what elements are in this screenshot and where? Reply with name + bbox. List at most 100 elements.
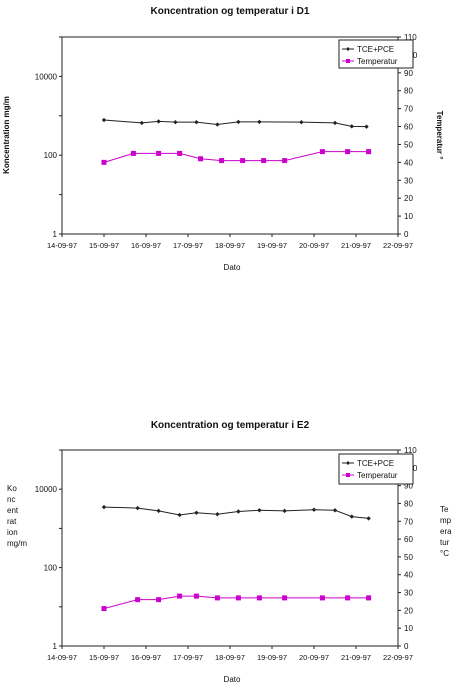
legend-entry: TCE+PCE (357, 45, 394, 54)
data-point (139, 120, 144, 126)
x-tick-label: 17-09-97 (173, 653, 203, 662)
data-point (257, 119, 262, 125)
data-point (101, 159, 107, 165)
data-point (156, 150, 162, 156)
series-tce-pce (101, 117, 369, 129)
data-point (156, 508, 161, 514)
series-line (103, 119, 367, 128)
x-tick-label: 15-09-97 (89, 653, 119, 662)
data-point (101, 117, 107, 123)
x-tick-label: 14-09-97 (47, 241, 77, 250)
chart-e2: Koncentration og temperatur i E2 14-09-97… (7, 420, 452, 684)
data-point (332, 508, 338, 513)
y-right-tick-label: 20 (404, 194, 413, 203)
legend: TCE+PCE Temperatur (338, 39, 414, 69)
data-point (194, 510, 199, 516)
data-point (345, 149, 351, 155)
legend-marker (346, 47, 350, 51)
data-point (282, 595, 288, 601)
data-point (319, 595, 325, 601)
y-right-tick-label: 90 (404, 69, 413, 78)
data-point (236, 509, 241, 514)
data-point (198, 156, 204, 162)
series-tce-pce (101, 504, 371, 521)
y-right-tick-label: 80 (404, 499, 413, 508)
data-point (349, 124, 354, 129)
data-point (215, 512, 220, 517)
y-right-axis-label: Temperatur ° (435, 111, 444, 160)
y-right-tick-label: 0 (404, 230, 409, 239)
series-line (103, 151, 369, 163)
y-right-tick-label: 20 (404, 606, 413, 615)
data-point (101, 606, 107, 612)
data-point (366, 149, 372, 155)
y-right-tick-label: 110 (404, 33, 417, 42)
data-point (194, 119, 199, 125)
series-temperatur (101, 149, 372, 165)
data-point (366, 516, 371, 521)
legend-entry: Temperatur (357, 57, 398, 66)
data-point (319, 149, 325, 155)
data-point (173, 119, 178, 125)
y-right-tick-label: 30 (404, 176, 413, 185)
x-tick-label: 18-09-97 (215, 653, 245, 662)
data-point (219, 158, 225, 164)
data-point (135, 505, 140, 511)
x-tick-label: 16-09-97 (131, 653, 161, 662)
data-point (235, 595, 241, 601)
data-point (214, 595, 220, 601)
data-point (135, 597, 141, 603)
data-point (130, 150, 136, 156)
y-left-tick-label: 1 (53, 642, 58, 651)
legend-marker (346, 461, 350, 465)
y-right-tick-label: 30 (404, 589, 413, 598)
data-point (299, 119, 304, 125)
series-line (103, 506, 369, 519)
data-point (177, 512, 182, 518)
data-point (177, 150, 183, 156)
data-point (366, 595, 372, 601)
legend-box (338, 39, 414, 69)
data-point (236, 119, 241, 125)
data-point (364, 124, 369, 129)
y-left-axis-label: Ko nc ent rat ion mg/m (7, 484, 27, 548)
legend-box (338, 453, 414, 485)
data-point (193, 593, 199, 599)
y-right-axis-label: Te mp era tur °C (440, 505, 452, 558)
y-right-tick-label: 50 (404, 140, 413, 149)
x-tick-label: 14-09-97 (47, 653, 77, 662)
y-right-tick-label: 10 (404, 212, 413, 221)
chart-d1: Koncentration og temperatur i D1 14-09-97… (2, 6, 444, 272)
y-right-tick-label: 90 (404, 482, 413, 491)
series-temperatur (101, 593, 372, 612)
series-line (103, 595, 369, 610)
y-right-tick-label: 0 (404, 642, 409, 651)
legend: TCE+PCE Temperatur (338, 453, 414, 485)
x-tick-label: 19-09-97 (257, 653, 287, 662)
y-right-tick-label: 110 (404, 446, 417, 455)
y-right-tick-label: 10 (404, 624, 413, 633)
y-right-tick-label: 70 (404, 517, 413, 526)
data-point (345, 595, 351, 601)
x-tick-label: 19-09-97 (257, 241, 287, 250)
data-point (349, 514, 354, 519)
data-point (256, 595, 262, 601)
y-right-tick-label: 70 (404, 105, 413, 114)
y-left-tick-label: 10000 (35, 72, 58, 81)
y-right-tick-label: 80 (404, 87, 413, 96)
data-point (311, 507, 317, 512)
data-point (156, 597, 162, 603)
x-tick-label: 22-09-97 (383, 653, 413, 662)
data-point (282, 508, 287, 514)
x-tick-label: 21-09-97 (341, 241, 371, 250)
x-tick-label: 16-09-97 (131, 241, 161, 250)
data-point (101, 504, 107, 510)
y-left-tick-label: 100 (44, 151, 58, 160)
x-tick-label: 21-09-97 (341, 653, 371, 662)
y-right-tick-label: 50 (404, 553, 413, 562)
x-tick-label: 20-09-97 (299, 241, 329, 250)
data-point (240, 158, 246, 164)
y-right-tick-label: 40 (404, 571, 413, 580)
x-axis-label: Dato (224, 675, 241, 684)
